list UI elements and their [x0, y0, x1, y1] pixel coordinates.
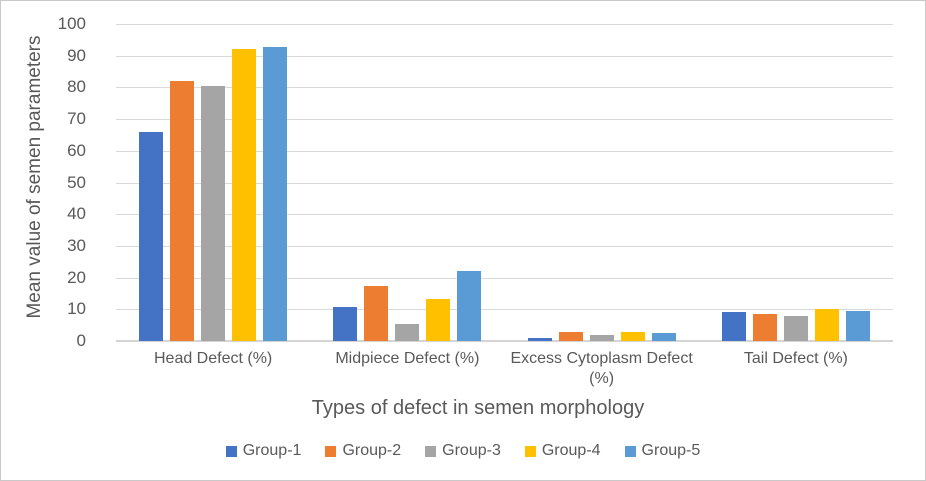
gridline	[116, 309, 893, 311]
bar	[232, 49, 257, 341]
legend-item: Group-4	[524, 442, 601, 460]
bar	[651, 333, 676, 341]
category-label: Tail Defect (%)	[743, 350, 848, 367]
bar	[845, 310, 870, 341]
category-label: Excess Cytoplasm Defect (%)	[510, 350, 693, 387]
x-axis-category-labels: Head Defect (%) Midpiece Defect (%) Excess…	[116, 349, 893, 389]
bar-group	[310, 24, 504, 341]
bar	[814, 308, 839, 341]
legend-swatch-icon	[524, 445, 536, 457]
legend-swatch-icon	[325, 445, 337, 457]
category-label: Midpiece Defect (%)	[335, 350, 480, 367]
bar	[558, 332, 583, 341]
bar	[457, 270, 482, 341]
y-tick-label: 0	[76, 331, 86, 350]
gridline	[116, 277, 893, 279]
bar	[395, 323, 420, 341]
legend-swatch-icon	[225, 445, 237, 457]
plot-area	[116, 24, 893, 342]
bar	[426, 298, 451, 341]
y-tick-label: 80	[67, 77, 86, 97]
legend-swatch-icon	[624, 445, 636, 457]
bar	[620, 331, 645, 341]
gridline	[116, 245, 893, 247]
y-tick-label: 60	[67, 140, 86, 160]
legend-label: Group-5	[641, 442, 701, 459]
x-axis-title: Types of defect in semen morphology	[311, 397, 645, 419]
bar	[589, 334, 614, 341]
bar	[752, 313, 777, 341]
y-axis-tick-labels: 0 10 20 30 40 50 60 70 80 90 100	[1, 14, 100, 350]
bar	[139, 131, 164, 341]
legend-label: Group-2	[342, 442, 402, 459]
legend-label: Group-3	[442, 442, 501, 459]
gridline	[116, 150, 893, 152]
gridline	[116, 55, 893, 57]
y-tick-label: 90	[67, 45, 86, 65]
legend-label: Group-1	[242, 442, 302, 459]
bar-group	[699, 24, 893, 341]
legend-item: Group-5	[624, 442, 701, 460]
y-tick-label: 30	[67, 235, 86, 255]
bar	[263, 47, 288, 341]
legend-swatch-icon	[425, 445, 437, 457]
bar	[527, 338, 552, 341]
legend-item: Group-3	[425, 442, 501, 460]
legend-item: Group-1	[225, 442, 302, 460]
gridline	[116, 24, 893, 25]
y-tick-label: 50	[67, 172, 86, 192]
bar-group	[505, 24, 699, 341]
bar	[170, 81, 195, 341]
y-tick-label: 10	[67, 299, 86, 319]
bar-groups	[116, 24, 893, 341]
bar	[721, 311, 746, 341]
bar	[364, 286, 389, 341]
y-tick-label: 40	[67, 204, 86, 224]
bar	[333, 307, 358, 341]
legend-item: Group-2	[325, 442, 401, 460]
bar	[783, 315, 808, 341]
x-axis-line	[116, 340, 893, 342]
category-label: Head Defect (%)	[153, 350, 273, 367]
legend-label: Group-4	[541, 442, 601, 459]
gridline	[116, 119, 893, 121]
gridline	[116, 214, 893, 216]
y-tick-label: 100	[57, 14, 86, 33]
bar	[201, 86, 226, 341]
bar-group	[116, 24, 310, 341]
y-tick-label: 20	[67, 267, 86, 287]
gridline	[116, 87, 893, 89]
y-tick-label: 70	[67, 109, 86, 129]
gridlines	[116, 24, 893, 342]
gridline	[116, 182, 893, 184]
legend: Group-1 Group-2 Group-3 Group-4 Group-5	[1, 442, 925, 460]
